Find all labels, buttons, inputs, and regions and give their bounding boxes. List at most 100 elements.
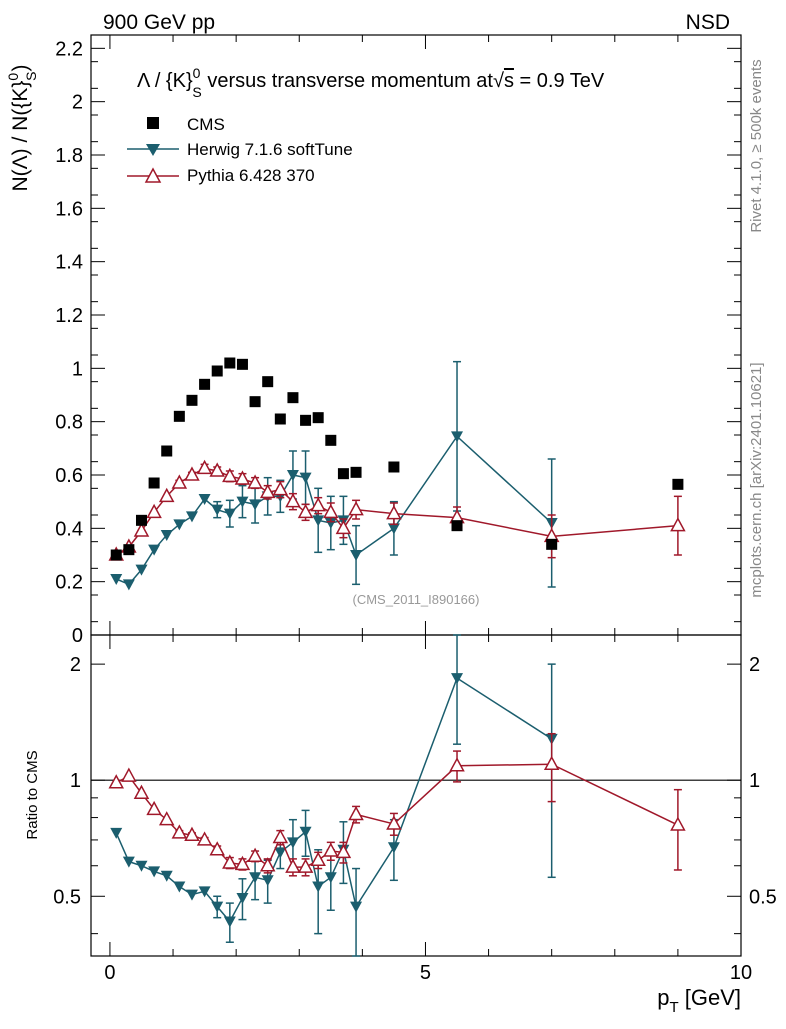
ratio-herwig-point: [387, 842, 400, 854]
main-y-tick-label: 0.6: [55, 465, 83, 487]
main-herwig-point: [211, 504, 224, 516]
main-herwig-point: [387, 523, 400, 535]
main-herwig-point: [173, 519, 186, 531]
ratio-pythia-point: [272, 828, 289, 844]
main-pythia-point: [670, 517, 686, 532]
ratio-herwig-point: [122, 856, 135, 868]
ratio-y-tick-label: 0.5: [53, 886, 81, 908]
ratio-y-tick-label-right: 1: [749, 770, 760, 792]
main-herwig-point: [324, 518, 337, 529]
ratio-pythia-point: [234, 855, 251, 871]
ratio-herwig-point: [261, 875, 274, 887]
analysis-watermark: (CMS_2011_I890166): [353, 592, 480, 607]
ratio-herwig-point: [211, 901, 224, 913]
main-cms-point: [161, 445, 173, 457]
legend-pythia-marker: [144, 167, 162, 183]
main-cms-point: [325, 434, 337, 446]
ratio-y-ticks: 0.5 0.5 1 1 2 2: [53, 654, 777, 935]
main-pythia-point: [146, 503, 162, 519]
main-pythia-point: [348, 501, 364, 516]
main-pythia-point: [222, 467, 238, 483]
ratio-pythia-point: [158, 811, 175, 826]
legend: CMS Herwig 7.1.6 softTune Pythia 6.428 3…: [127, 115, 353, 185]
header-left: 900 GeV pp: [103, 11, 215, 34]
main-pythia-point: [234, 470, 251, 485]
main-pythia-point: [171, 474, 188, 489]
main-y-tick-label: 1.8: [55, 145, 83, 167]
main-cms-point: [186, 394, 198, 406]
main-herwig-point: [299, 472, 312, 484]
main-y-tick-label: 0: [72, 625, 83, 647]
ratio-pythia-point: [348, 805, 364, 821]
main-y-tick-label: 1: [72, 358, 83, 380]
ratio-pythia-point: [285, 858, 301, 873]
main-pythia-point: [184, 466, 200, 481]
main-herwig-point: [236, 496, 249, 508]
legend-herwig-marker: [146, 144, 160, 156]
x-ticks: 0 5 10: [104, 35, 752, 984]
ratio-pythia-point: [386, 815, 402, 830]
chart-title: Λ / {K}0 S versus transverse momentum at√…: [137, 65, 605, 100]
legend-cms-label: CMS: [187, 115, 225, 134]
main-data: [108, 357, 686, 591]
main-pythia-point: [158, 487, 175, 503]
main-herwig-point: [160, 530, 173, 541]
ratio-pythia-point: [310, 851, 326, 867]
ratio-pythia-point: [543, 755, 560, 770]
main-herwig-point: [110, 574, 123, 585]
ratio-pythia-point: [146, 800, 162, 816]
ratio-herwig-point: [148, 866, 161, 878]
main-cms-point: [224, 357, 236, 369]
main-y-tick-label: 2.2: [55, 38, 83, 60]
main-cms-point: [451, 520, 463, 532]
rivet-label: Rivet 4.1.0, ≥ 500k events: [748, 59, 765, 232]
main-herwig-point: [350, 550, 363, 561]
main-herwig-point: [122, 579, 135, 591]
ratio-herwig-point: [324, 872, 337, 884]
main-pythia-point: [133, 522, 150, 537]
main-cms-point: [287, 392, 299, 404]
legend-cms-marker: [147, 117, 159, 129]
ratio-herwig-point: [286, 837, 299, 849]
ratio-pythia-point: [297, 858, 314, 873]
ratio-herwig-point: [135, 860, 148, 872]
ratio-herwig-point: [249, 872, 262, 884]
ratio-herwig-point: [160, 870, 173, 882]
ratio-pythia-point: [184, 826, 200, 841]
header-right: NSD: [686, 11, 730, 34]
ratio-y-label: Ratio to CMS: [24, 750, 41, 839]
main-herwig-point: [148, 544, 161, 556]
ratio-y-tick-label-right: 0.5: [749, 886, 777, 908]
ratio-herwig-point: [312, 881, 325, 893]
main-herwig-point: [312, 515, 325, 527]
main-herwig-point: [286, 470, 299, 481]
ratio-herwig-point: [274, 847, 287, 859]
x-axis-label: pT [GeV]: [657, 985, 741, 1016]
main-pythia-point: [285, 493, 301, 508]
ratio-herwig-point: [223, 916, 236, 928]
x-tick-label: 0: [104, 962, 115, 984]
main-y-tick-label: 1.4: [55, 252, 83, 274]
main-cms-point: [337, 468, 349, 480]
main-cms-point: [672, 478, 684, 490]
main-y-ticks: 0 0.2 0.4 0.6 0.8 1 1.2 1.4 1.6 1.8 2 2.2: [55, 38, 741, 647]
legend-herwig-label: Herwig 7.1.6 softTune: [187, 140, 353, 159]
ratio-y-tick-label: 2: [70, 654, 81, 676]
x-tick-label: 5: [420, 962, 431, 984]
main-herwig-point: [451, 431, 464, 443]
main-pythia-point: [272, 481, 289, 496]
main-y-tick-label: 1.6: [55, 198, 83, 220]
ratio-herwig-point: [198, 886, 211, 898]
ratio-herwig-point: [299, 826, 312, 838]
ratio-herwig-point: [110, 827, 123, 839]
main-cms-point: [546, 538, 558, 550]
ratio-pythia-point: [121, 767, 137, 782]
mcplots-label: mcplots.cern.ch [arXiv:2401.10621]: [748, 362, 765, 597]
main-pythia-point: [196, 459, 213, 475]
main-pythia-point: [386, 505, 402, 520]
main-cms-point: [135, 514, 147, 526]
main-herwig-point: [198, 494, 211, 505]
ratio-pythia-point: [670, 816, 686, 831]
